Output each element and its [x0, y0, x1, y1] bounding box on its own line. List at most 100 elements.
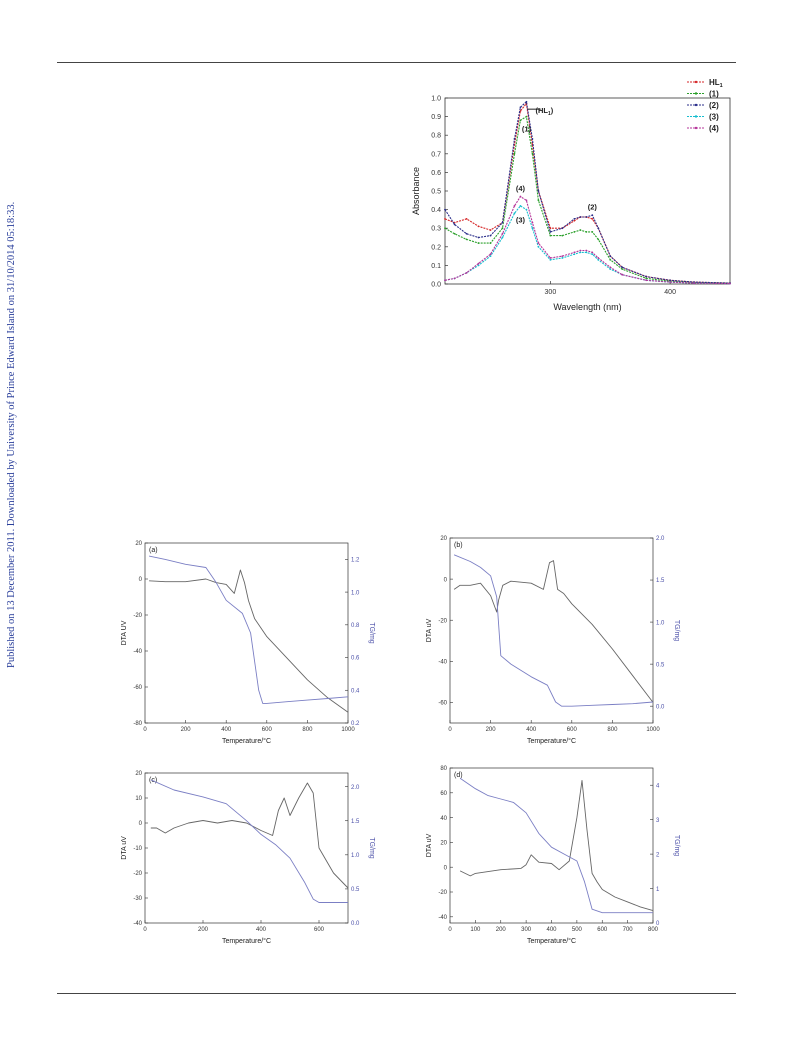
legend-marker: [694, 80, 698, 84]
y-tick-label: -20: [133, 613, 142, 619]
x-tick-label: 200: [181, 727, 192, 733]
x-tick-label: 400: [256, 927, 267, 933]
x-tick-label: 600: [314, 927, 325, 933]
legend-marker: [694, 92, 698, 95]
x-tick-label: 200: [198, 927, 209, 933]
data-point: [465, 232, 468, 235]
x-tick-label: 700: [623, 927, 634, 933]
legend-entry: (1): [709, 90, 719, 99]
data-point: [597, 227, 600, 230]
publication-sidebar-note: Published on 13 December 2011. Downloade…: [1, 150, 23, 670]
data-point: [573, 231, 576, 233]
data-point: [444, 279, 446, 282]
tg-curve: [459, 777, 653, 914]
data-point: [579, 216, 582, 218]
y-tick-label: 20: [440, 841, 447, 847]
data-point: [561, 257, 564, 259]
data-point: [585, 216, 588, 218]
data-point: [513, 152, 516, 155]
data-point: [525, 115, 528, 118]
thermal-chart-b: 200-20-40-602.01.51.00.50.00 200 400 600 800…: [426, 536, 680, 745]
y2-tick-label: 0.5: [656, 662, 665, 668]
data-point: [501, 221, 504, 224]
dta-curve: [459, 779, 654, 912]
thermal-chart-c: 20 10 0 -10 -20 -30 -40 2.0 1.5 1.0 0.5 0.0 0 200 400 6…: [121, 771, 375, 945]
y-tick-label: 80: [440, 766, 447, 772]
data-point: [519, 195, 522, 198]
data-point: [621, 266, 624, 269]
data-point: [444, 218, 446, 220]
legend-entry: HL1: [709, 78, 723, 89]
x-tick-label: 200: [486, 727, 497, 733]
data-point: [489, 253, 492, 256]
x-tick-label: 300: [521, 927, 532, 933]
y-tick-label: 0.1: [431, 263, 441, 270]
data-point: [579, 249, 582, 252]
x-tick-label: 400: [526, 727, 537, 733]
data-point: [645, 275, 648, 278]
y2-axis-label: TG/mg: [673, 620, 680, 641]
y-tick-label: 0.4: [431, 207, 441, 214]
y2-tick-label: 1: [656, 887, 660, 893]
y-tick-label: 0.6: [431, 170, 441, 177]
y-tick-label: 0.3: [431, 226, 441, 233]
y2-axis-label: TG/mg: [368, 622, 375, 643]
series-line-4: [444, 195, 731, 285]
plot-frame: [144, 772, 349, 924]
y-axis-label: DTA UV: [121, 620, 128, 645]
plot-frame: [449, 537, 654, 724]
dta-curve: [453, 560, 654, 703]
legend-marker: [694, 103, 698, 107]
data-point: [477, 236, 480, 239]
y2-tick-label: 4: [656, 783, 660, 789]
y-tick-label: 0.5: [431, 189, 441, 196]
data-point: [513, 212, 516, 215]
y-tick-label: 60: [440, 791, 447, 797]
data-point: [669, 281, 672, 284]
x-tick-label: 800: [607, 727, 618, 733]
data-point: [519, 106, 522, 109]
data-point: [645, 279, 648, 282]
data-point: [453, 232, 456, 235]
y-tick-label: 1.0: [431, 96, 441, 103]
x-tick-label: 100: [470, 927, 481, 933]
y2-tick-label: 0.0: [656, 704, 665, 710]
y-tick-label: 0.7: [431, 151, 441, 158]
data-point: [591, 231, 594, 233]
x-tick-label: 1000: [341, 727, 355, 733]
data-point: [597, 257, 600, 259]
x-tick-label: 200: [496, 927, 507, 933]
sidebar-note-text[interactable]: Published on 13 December 2011. Downloade…: [6, 201, 17, 668]
annotation-label: (2): [588, 203, 598, 212]
data-point: [561, 227, 564, 230]
y-tick-label: -20: [133, 871, 142, 877]
data-point: [573, 253, 576, 256]
y-tick-label: -80: [133, 721, 142, 727]
x-axis-label: Wavelength (nm): [553, 302, 621, 312]
x-axis-label: Temperature/°C: [222, 737, 271, 745]
data-point: [591, 218, 594, 220]
data-point: [579, 251, 582, 254]
y-tick-label: -60: [438, 701, 447, 707]
y2-tick-label: 0.6: [351, 656, 360, 662]
y-tick-label: 0.9: [431, 114, 441, 121]
data-point: [501, 232, 504, 235]
data-point: [477, 242, 480, 244]
y2-tick-label: 1.5: [656, 578, 665, 584]
y2-tick-label: 0.2: [351, 721, 360, 727]
y-tick-label: 40: [440, 816, 447, 822]
header-rule: [57, 62, 736, 63]
data-point: [519, 204, 522, 207]
data-point: [585, 249, 588, 252]
data-point: [453, 277, 456, 280]
x-tick-label: 0: [448, 927, 452, 933]
annotation-label: (1): [522, 124, 532, 133]
data-point: [609, 258, 612, 261]
data-point: [585, 251, 588, 254]
y2-tick-label: 1.2: [351, 558, 360, 564]
data-point: [693, 282, 695, 284]
y2-tick-label: 1.5: [351, 819, 360, 825]
x-tick-label: 800: [648, 927, 659, 933]
legend-entry: (2): [709, 101, 719, 110]
